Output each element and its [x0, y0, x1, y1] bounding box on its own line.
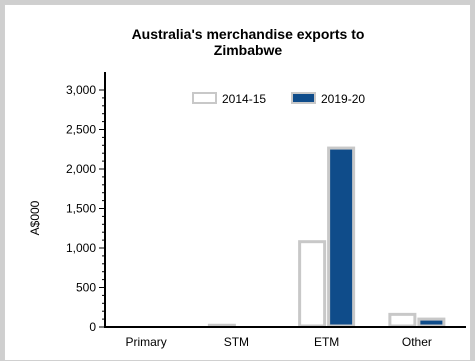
y-axis-label: A$000 — [28, 200, 42, 235]
bars-group — [207, 146, 446, 328]
y-tick-label: 1,000 — [66, 241, 96, 255]
chart-panel — [4, 4, 471, 361]
y-tick-label: 500 — [76, 281, 96, 295]
y-axis: 0 500 1,000 1,500 2,000 2,500 3,000 — [66, 72, 106, 334]
legend-label: 2014-15 — [222, 92, 266, 106]
y-tick-label: 2,000 — [66, 162, 96, 176]
chart-title-line2: Zimbabwe — [214, 42, 283, 58]
bar-2014-15-ETM — [298, 240, 327, 328]
bar-2014-15-STM — [207, 323, 236, 328]
chart-title-line1: Australia's merchandise exports to — [132, 26, 365, 42]
x-tick-label: Other — [402, 335, 432, 349]
x-axis: Primary STM ETM Other — [104, 326, 466, 349]
legend-label: 2019-20 — [321, 92, 365, 106]
y-tick-label: 0 — [89, 320, 96, 334]
x-tick-label: Primary — [125, 335, 166, 349]
y-tick-label: 2,500 — [66, 123, 96, 137]
bar-2019-20-Other — [417, 317, 446, 328]
x-tick-label: STM — [224, 335, 249, 349]
bar-2019-20-ETM — [327, 146, 356, 328]
legend-swatch — [192, 92, 217, 104]
y-tick-label: 1,500 — [66, 202, 96, 216]
legend: 2014-15 2019-20 — [192, 92, 365, 106]
y-tick-label: 3,000 — [66, 83, 96, 97]
bar-2014-15-Other — [388, 312, 417, 328]
x-tick-label: ETM — [314, 335, 339, 349]
legend-swatch — [291, 92, 316, 104]
